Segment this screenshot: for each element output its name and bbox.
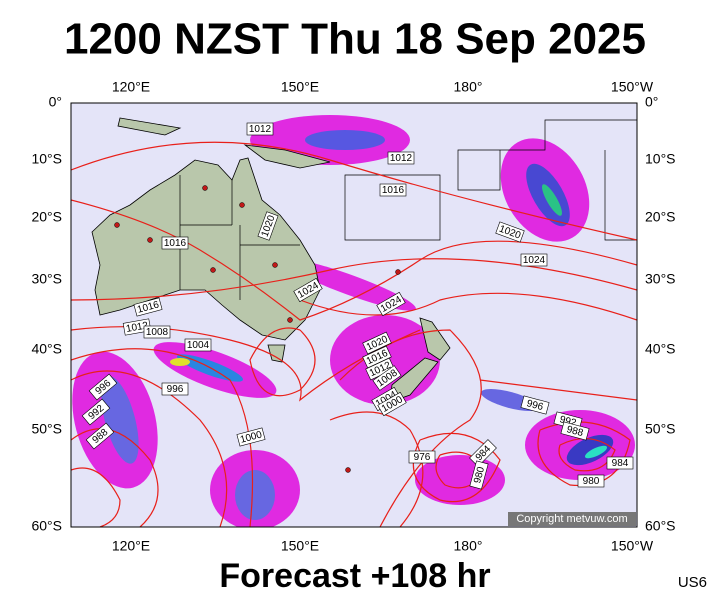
isobar-label-box (387, 151, 415, 165)
isobar-label: 996 (161, 382, 189, 396)
chart-code: US6 (678, 574, 707, 591)
footer: Forecast +108 hr (219, 557, 490, 595)
left-tick-label: 50°S (31, 421, 62, 437)
bottom-tick-label: 120°E (112, 538, 150, 554)
isobar-label: 1016 (379, 183, 407, 197)
isobar-label-box (161, 382, 189, 396)
left-tick-label: 60°S (31, 518, 62, 534)
isobar-label-box (246, 122, 274, 136)
isobars (71, 141, 637, 527)
isobar-label: 980 (577, 474, 605, 488)
bottom-tick-label: 150°W (611, 538, 654, 554)
isobar-label: 1012 (387, 151, 415, 165)
left-tick-label: 40°S (31, 341, 62, 357)
map-frame (70, 102, 638, 528)
latitude-labels: 0° 0° 10°S 10°S 20°S 20°S 30°S 30°S 40°S 40°S 50°S… (31, 94, 675, 534)
isobar-label-box (88, 373, 118, 401)
isobar-label-box (469, 439, 497, 467)
left-tick-label: 20°S (31, 209, 62, 225)
copyright-box (508, 512, 636, 526)
isobar-label-box (520, 395, 550, 415)
isobar-label: 980 (469, 460, 489, 490)
isobar-label-box (236, 427, 266, 447)
isobar-label-text: 1012 (249, 124, 272, 135)
isobar-label: 1016 (133, 297, 163, 317)
stations (114, 185, 401, 473)
isobar-label-box (133, 297, 163, 317)
land (91, 117, 451, 403)
right-tick-label: 10°S (645, 151, 676, 167)
isobar-label-box (81, 398, 111, 426)
isobar-label-text: 1024 (523, 255, 546, 266)
bottom-tick-label: 150°E (281, 538, 319, 554)
left-tick-label: 30°S (31, 271, 62, 287)
isobar-label: 1008 (143, 325, 171, 339)
left-tick-label: 0° (49, 94, 62, 110)
isobar-label-box (495, 221, 525, 243)
isobar-label-text: 976 (414, 452, 431, 463)
right-tick-label: 30°S (645, 271, 676, 287)
isobar-label: 1012 (246, 122, 274, 136)
boundaries (179, 119, 637, 300)
isobar-label-box (469, 460, 489, 490)
top-tick-label: 150°W (611, 79, 654, 95)
isobar-label: 1024 (520, 253, 548, 267)
axis-labels: 120°E 150°E 180° 150°W 120°E 150°E 180° … (112, 79, 654, 554)
isobar-label-box (161, 236, 189, 250)
copyright: Copyright metvuw.com (516, 513, 627, 525)
right-tick-label: 0° (645, 94, 658, 110)
title: 1200 NZST Thu 18 Sep 2025 (64, 15, 646, 64)
isobar-label-box (376, 291, 406, 317)
right-tick-label: 40°S (645, 341, 676, 357)
isobar-label-text: 1008 (146, 327, 169, 338)
isobar-label-text: 1012 (125, 320, 149, 335)
isobar-label-box (560, 421, 590, 441)
right-tick-label: 50°S (645, 421, 676, 437)
isobar-label: 1016 (161, 236, 189, 250)
isobar-label: 988 (560, 421, 590, 441)
top-tick-label: 180° (454, 79, 483, 95)
left-tick-label: 10°S (31, 151, 62, 167)
isobar-label-box (293, 277, 323, 303)
isobar-label-box (377, 391, 407, 417)
isobar-label-text: 1012 (390, 153, 413, 164)
isobar-label-box (257, 211, 279, 241)
isobar-label-text: 1016 (382, 185, 405, 196)
isobar-label-text: 1004 (187, 340, 210, 351)
isobar-label-text: 996 (167, 384, 184, 395)
top-tick-label: 150°E (281, 79, 319, 95)
isobar-label: 976 (408, 450, 436, 464)
isobar-label-text: 988 (565, 424, 584, 439)
isobar-label-box (379, 183, 407, 197)
map-area: 1012101210161020101610201024102410161012… (71, 103, 637, 527)
isobar-label-box (520, 253, 548, 267)
isobar-label-box (85, 422, 115, 450)
isobar-label-text: 984 (612, 458, 629, 469)
isobar-label: 984 (606, 456, 634, 470)
isobar-label-text: 996 (525, 398, 544, 413)
isobar-label-box (372, 365, 402, 391)
isobar-label-box (606, 456, 634, 470)
isobar-label-text: 980 (472, 465, 487, 484)
top-tick-label: 120°E (112, 79, 150, 95)
isobar-label-box (577, 474, 605, 488)
isobar-label: 996 (520, 395, 550, 415)
isobar-label-box (184, 338, 212, 352)
right-tick-label: 20°S (645, 209, 676, 225)
isobar-label-box (362, 331, 392, 355)
isobar-label-text: 980 (583, 476, 600, 487)
isobar-label-box (408, 450, 436, 464)
right-tick-label: 60°S (645, 518, 676, 534)
isobar-label-text: 1016 (164, 238, 187, 249)
isobar-label: 1004 (184, 338, 212, 352)
isobar-label: 1000 (236, 427, 266, 447)
bottom-tick-label: 180° (454, 538, 483, 554)
isobar-label-box (143, 325, 171, 339)
